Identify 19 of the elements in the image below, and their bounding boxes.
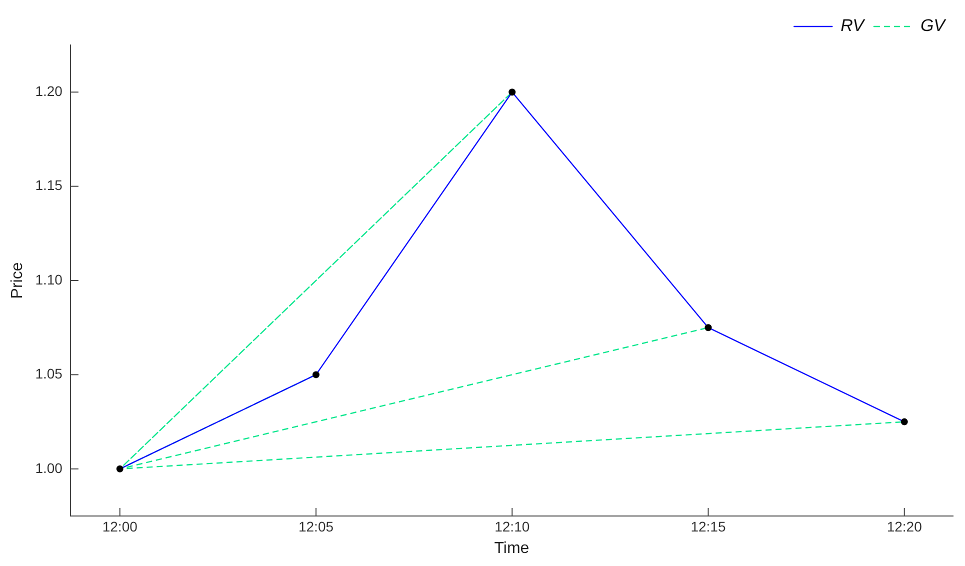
y-tick-label: 1.10 (35, 271, 63, 288)
x-tick-label: 12:00 (102, 518, 138, 534)
y-tick-label: 1.00 (35, 460, 63, 476)
y-tick-label: 1.20 (35, 82, 63, 99)
y-tick-label: 1.05 (35, 366, 63, 382)
point (704, 324, 712, 332)
point (900, 418, 908, 426)
x-tick-label: 12:15 (690, 518, 726, 534)
x-tick-label: 12:20 (886, 518, 922, 534)
legend-label: RV (840, 16, 866, 36)
point (508, 88, 516, 96)
x-axis-title: Time (494, 540, 530, 557)
x-tick-label: 12:05 (298, 518, 334, 534)
point (312, 371, 320, 378)
y-tick-label: 1.15 (35, 177, 63, 194)
point (116, 465, 124, 472)
y-axis-title: Price (9, 262, 26, 299)
legend-label: GV (920, 16, 947, 36)
x-tick-label: 12:10 (494, 518, 530, 534)
